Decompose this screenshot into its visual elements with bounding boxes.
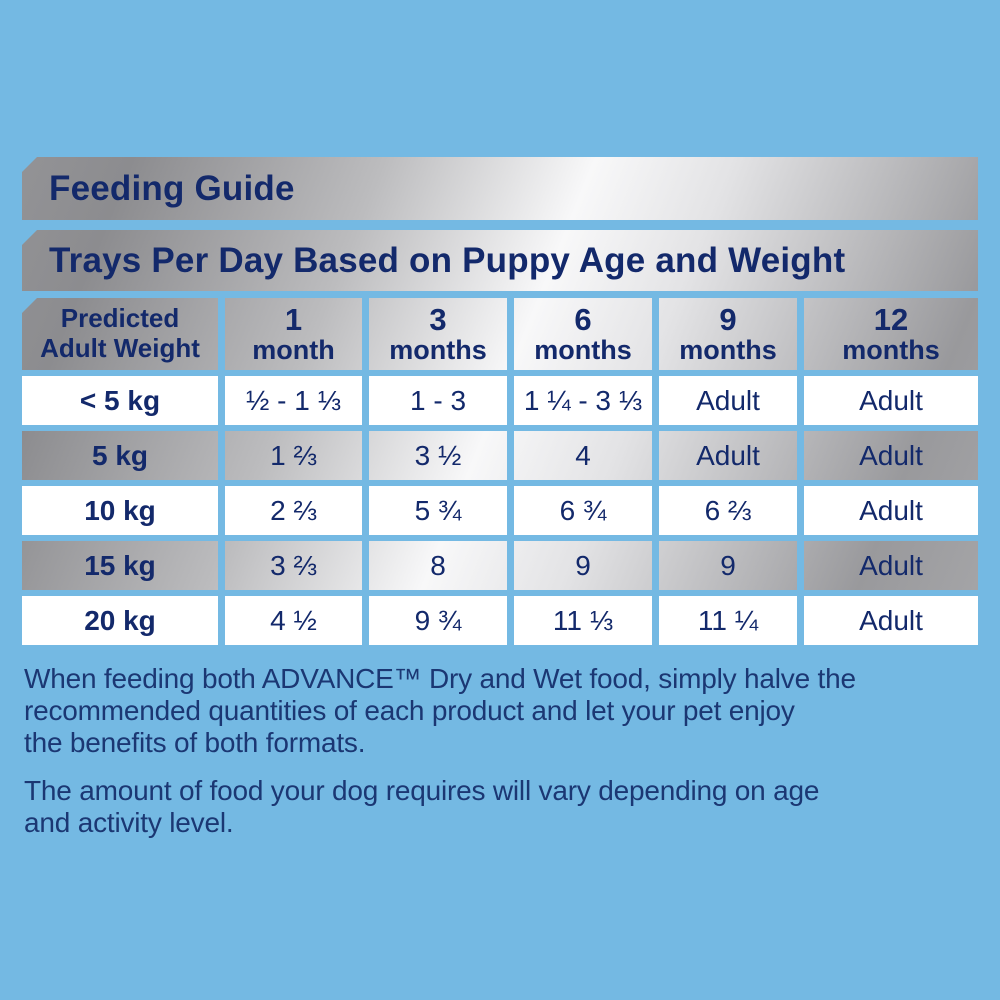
weight-cell: 15 kg [22,541,218,590]
header-num: 12 [873,301,909,337]
note-dry-wet-feeding: When feeding both ADVANCE™ Dry and Wet f… [24,663,856,758]
value-cell: 9 [514,541,652,590]
value-cell: 9 ¾ [369,596,507,645]
header-word: months [534,335,632,366]
header-9-months: 9 months [659,298,797,370]
header-num: 9 [719,301,737,337]
value-cell: 11 ⅓ [514,596,652,645]
value-cell: ½ - 1 ⅓ [225,376,362,425]
header-1-month: 1 month [225,298,362,370]
value-cell: 1 ¼ - 3 ⅓ [514,376,652,425]
header-word: months [679,335,777,366]
value-cell: 8 [369,541,507,590]
value-cell: 6 ⅔ [659,486,797,535]
header-predicted-adult-weight: Predicted Adult Weight [22,298,218,370]
value-cell: 1 - 3 [369,376,507,425]
header-3-months: 3 months [369,298,507,370]
value-cell: 4 [514,431,652,480]
header-line1: Predicted [60,303,180,334]
header-12-months: 12 months [804,298,978,370]
value-cell: Adult [659,431,797,480]
feeding-table: Predicted Adult Weight 1 month 3 months … [22,298,978,645]
header-word: month [252,335,335,366]
value-cell: 3 ½ [369,431,507,480]
weight-cell: 5 kg [22,431,218,480]
value-cell: 11 ¼ [659,596,797,645]
value-cell: Adult [659,376,797,425]
header-num: 3 [429,301,447,337]
header-word: months [389,335,487,366]
weight-cell: 20 kg [22,596,218,645]
value-cell: Adult [804,376,978,425]
value-cell: 3 ⅔ [225,541,362,590]
value-cell: Adult [804,596,978,645]
header-6-months: 6 months [514,298,652,370]
value-cell: Adult [804,431,978,480]
feeding-guide-title: Feeding Guide [49,168,295,208]
value-cell: Adult [804,541,978,590]
value-cell: 2 ⅔ [225,486,362,535]
note-amount-varies: The amount of food your dog requires wil… [24,775,820,838]
header-num: 6 [574,301,592,337]
notes-section: When feeding both ADVANCE™ Dry and Wet f… [24,663,976,839]
weight-cell: 10 kg [22,486,218,535]
weight-cell: < 5 kg [22,376,218,425]
value-cell: 5 ¾ [369,486,507,535]
header-line2: Adult Weight [40,333,200,363]
header-num: 1 [284,301,303,337]
trays-per-day-banner: Trays Per Day Based on Puppy Age and Wei… [22,230,978,291]
header-word: months [842,335,940,366]
value-cell: 1 ⅔ [225,431,362,480]
value-cell: 9 [659,541,797,590]
value-cell: 6 ¾ [514,486,652,535]
value-cell: Adult [804,486,978,535]
value-cell: 4 ½ [225,596,362,645]
feeding-guide-banner: Feeding Guide [22,157,978,220]
trays-per-day-title: Trays Per Day Based on Puppy Age and Wei… [49,240,846,280]
